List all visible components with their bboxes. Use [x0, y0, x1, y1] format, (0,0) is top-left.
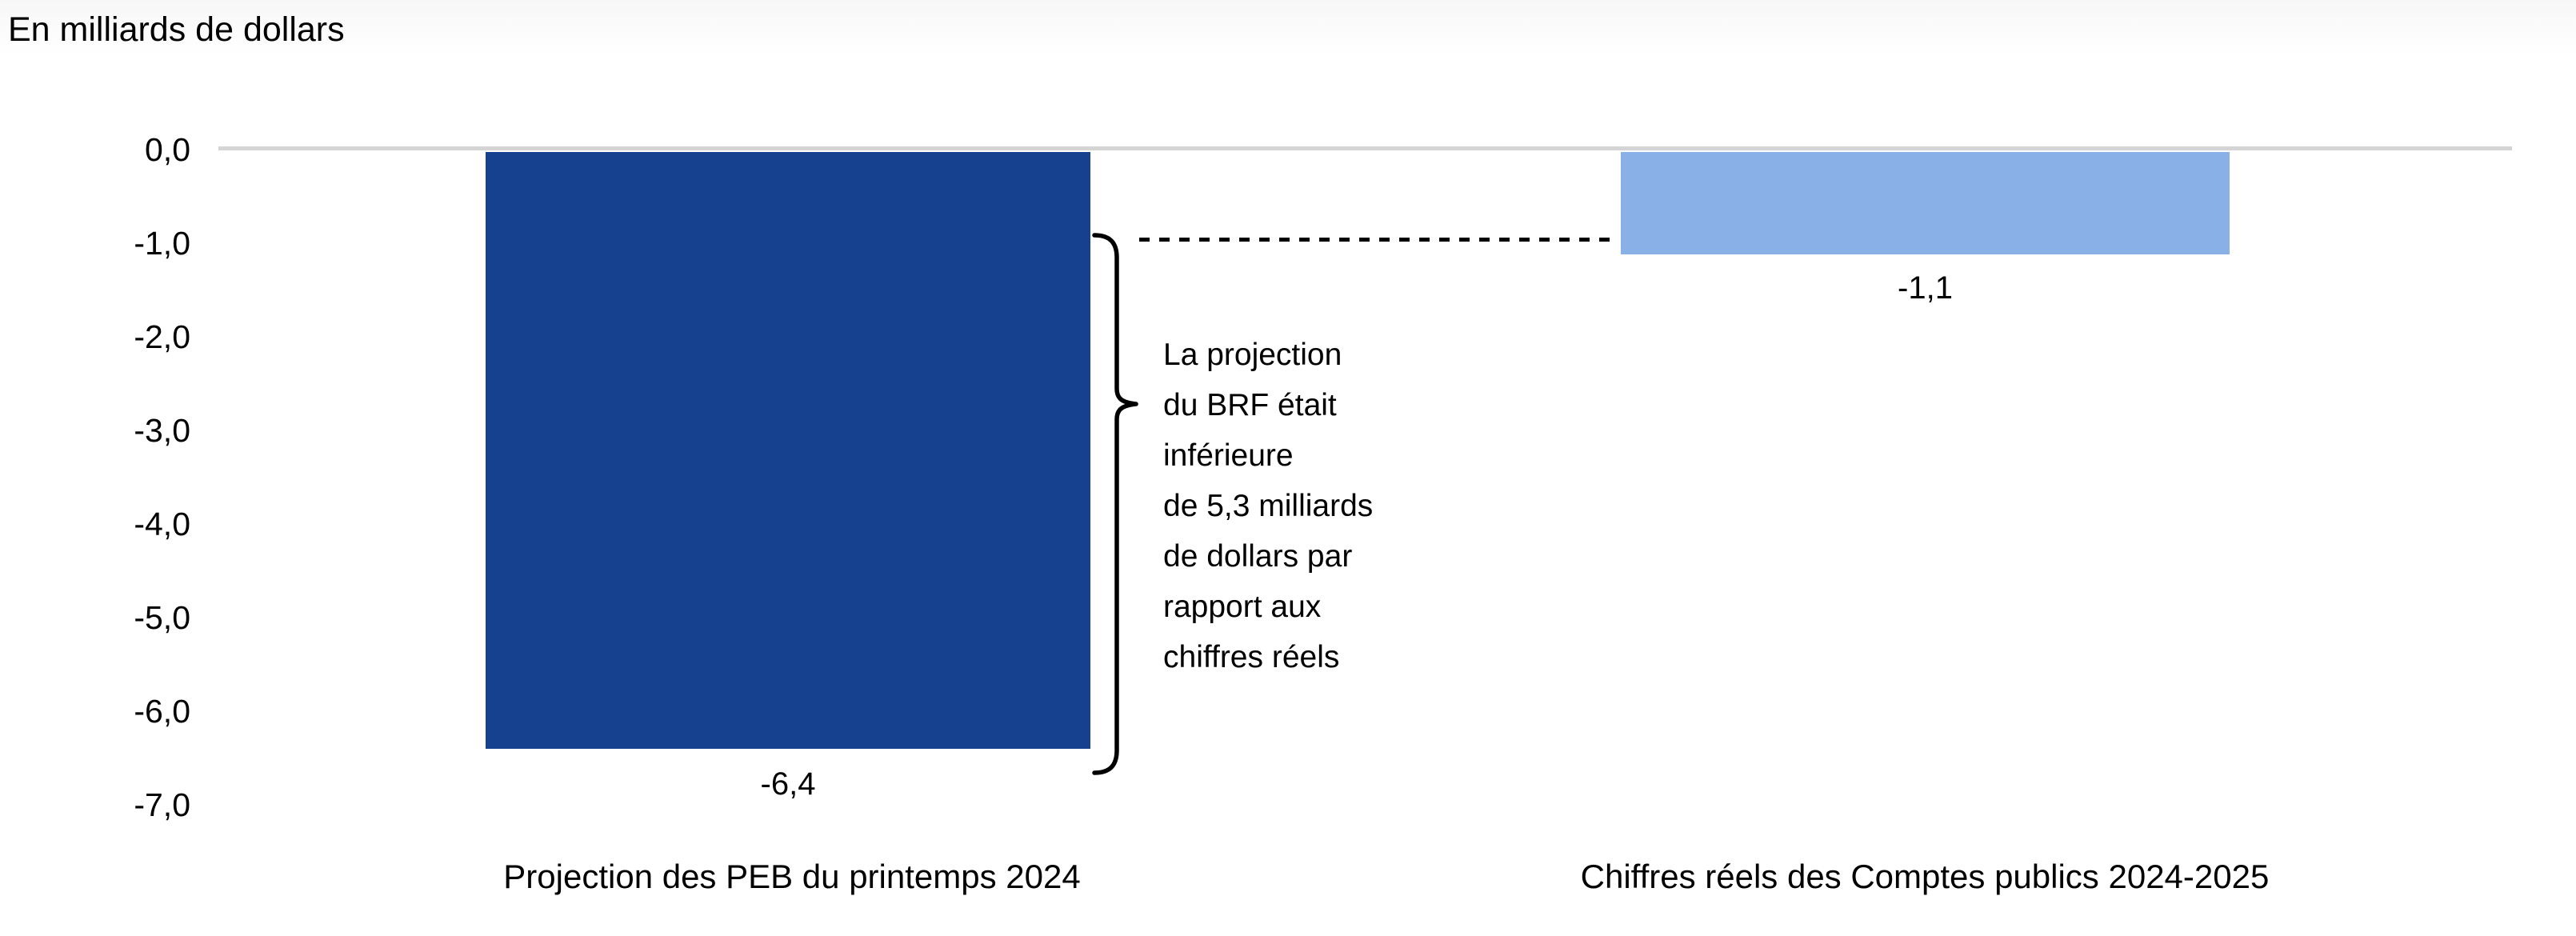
annotation-line: inférieure — [1163, 438, 1294, 473]
category-label-projection: Projection des PEB du printemps 2024 — [503, 858, 1081, 895]
annotation-line: chiffres réels — [1163, 640, 1340, 674]
data-label-projection: -6,4 — [760, 766, 816, 802]
annotation-line: de dollars par — [1163, 539, 1353, 574]
annotation-line: du BRF était — [1163, 388, 1337, 422]
y-axis-tick: -3,0 — [134, 412, 190, 449]
y-axis-tick: -5,0 — [134, 599, 190, 636]
y-axis-tick: -1,0 — [134, 225, 190, 262]
chart-title: En milliards de dollars — [8, 10, 345, 49]
curly-brace — [1092, 233, 1138, 775]
y-axis-tick: -7,0 — [134, 786, 190, 823]
bar-projection-peb — [486, 152, 1090, 749]
top-edge-gradient — [0, 0, 2576, 56]
annotation-line: de 5,3 milliards — [1163, 489, 1374, 523]
annotation-line: rapport aux — [1163, 590, 1322, 624]
dashed-connector-line — [1139, 238, 1614, 242]
annotation-line: La projection — [1163, 338, 1342, 372]
y-axis-tick: -2,0 — [134, 318, 190, 355]
bar-chiffres-reels — [1621, 152, 2230, 254]
y-axis-tick: -4,0 — [134, 506, 190, 542]
y-axis-tick: 0,0 — [145, 131, 190, 168]
zero-gridline — [218, 146, 2512, 150]
y-axis-tick: -6,0 — [134, 693, 190, 730]
annotation-text: La projection du BRF était inférieure de… — [1163, 330, 1579, 682]
data-label-chiffres-reels: -1,1 — [1898, 270, 1953, 306]
category-label-chiffres-reels: Chiffres réels des Comptes publics 2024-… — [1580, 858, 2270, 895]
